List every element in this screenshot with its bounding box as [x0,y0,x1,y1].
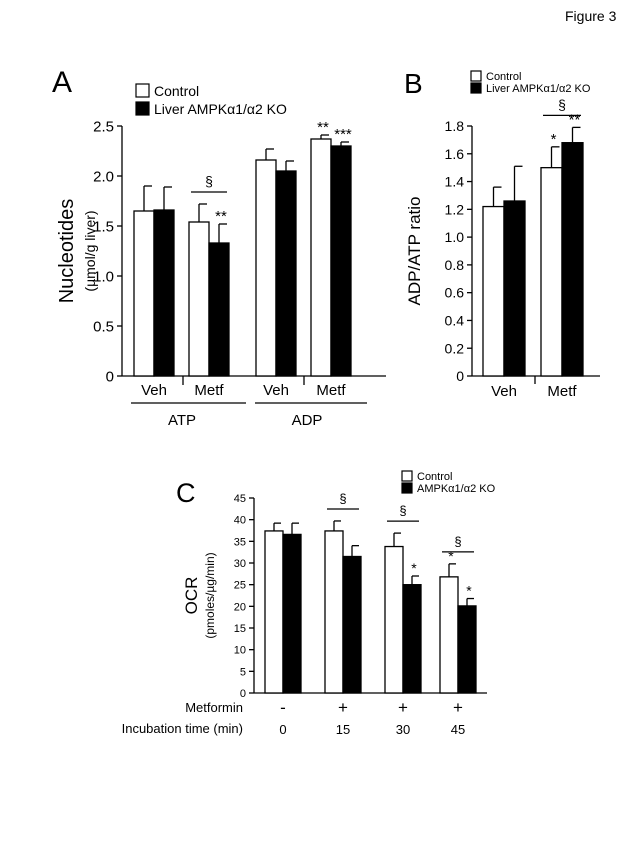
y-tick-label: 45 [234,493,246,505]
metabolite-label: ATP [168,412,196,429]
bar-control [482,205,505,377]
legend-label-control: Control [417,471,452,483]
y-axis-label: OCR [182,577,201,615]
legend-swatch-ko [470,82,482,94]
bar-ko [503,200,526,377]
y-tick-label: 10 [234,645,246,657]
y-tick-label: 1.8 [445,118,465,134]
y-tick-label: 0 [106,368,114,385]
panel-b-letter: B [404,68,423,99]
y-tick-label: 0 [240,688,246,700]
bar-ko [402,584,422,694]
bar-ko [330,145,352,377]
y-tick-label: 2.0 [93,168,114,185]
significance-star: * [448,548,454,564]
y-tick-label: 20 [234,601,246,613]
bar-ko [153,209,175,377]
incubation-time-value: 15 [336,722,350,737]
incubation-time-value: 30 [396,722,410,737]
x-group-label: Metf [194,382,224,399]
bar-ko [561,142,584,377]
y-tick-label: 0.8 [445,257,465,273]
significance-star: *** [334,126,352,143]
legend-label-ko: Liver AMPKα1/α2 KO [486,83,591,95]
y-tick-label: 30 [234,558,246,570]
significance-symbol: § [205,173,213,189]
y-tick-label: 0.6 [445,285,465,301]
bar-ko [282,533,302,694]
significance-symbol: § [454,534,461,549]
metformin-sign: + [338,698,348,717]
y-tick-label: 15 [234,623,246,635]
y-tick-label: 1.0 [445,229,465,245]
figure-title: Figure 3 [565,8,617,24]
legend-swatch-control [470,70,482,82]
y-tick-label: 35 [234,536,246,548]
bar-control [133,210,155,377]
metformin-row-label: Metformin [185,700,243,715]
y-tick-label: 1.5 [93,218,114,235]
incubation-time-value: 45 [451,722,465,737]
legend-label-control: Control [154,83,199,99]
metformin-sign: + [453,698,463,717]
panel-c-letter: C [176,478,196,508]
x-group-label: Veh [491,383,517,400]
significance-star: * [411,560,417,576]
x-group-label: Veh [263,382,289,399]
y-tick-label: 1.0 [93,268,114,285]
bar-control [188,221,210,377]
bar-control [255,159,277,377]
metabolite-label: ADP [292,412,323,429]
y-tick-label: 0.5 [93,318,114,335]
x-group-label: Metf [316,382,346,399]
y-tick-label: 40 [234,515,246,527]
x-group-label: Veh [141,382,167,399]
bar-control [324,530,344,694]
y-tick-label: 5 [240,666,246,678]
legend-swatch-control [401,470,413,482]
y-axis-label: Nucleotides [56,199,78,304]
significance-star: ** [215,208,227,225]
panel-a-letter: A [52,66,73,99]
y-tick-label: 2.5 [93,118,114,135]
significance-star: * [551,131,557,148]
bar-ko [275,170,297,377]
bar-control [439,576,459,694]
bar-ko [457,605,477,694]
legend-swatch-ko [135,101,150,116]
significance-star: ** [569,111,581,128]
metformin-sign: - [280,698,286,717]
legend-label-ko: AMPKα1/α2 KO [417,483,496,495]
bar-control [540,167,563,377]
y-tick-label: 1.2 [445,201,465,217]
y-axis-unit: (pmoles/µg/min) [203,552,217,638]
y-axis-label: ADP/ATP ratio [405,197,424,306]
significance-symbol: § [399,503,406,518]
legend-label-control: Control [486,71,521,83]
bar-control [264,530,284,694]
bar-control [384,545,404,694]
legend-label-ko: Liver AMPKα1/α2 KO [154,101,287,117]
y-tick-label: 1.6 [445,146,465,162]
y-tick-label: 1.4 [445,174,465,190]
legend-swatch-ko [401,482,413,494]
y-tick-label: 25 [234,580,246,592]
y-tick-label: 0.2 [445,340,465,356]
y-tick-label: 0 [456,368,464,384]
incubation-row-label: Incubation time (min) [122,721,243,736]
metformin-sign: + [398,698,408,717]
significance-symbol: § [558,96,566,112]
bar-ko [208,242,230,377]
significance-star: * [466,583,472,599]
bar-control [310,138,332,377]
significance-symbol: § [339,491,346,506]
incubation-time-value: 0 [279,722,286,737]
y-axis-unit: (µmol/g liver) [82,210,98,291]
x-group-label: Metf [547,383,577,400]
bar-ko [342,555,362,694]
y-tick-label: 0.4 [445,312,465,328]
significance-star: ** [317,119,329,136]
legend-swatch-control [135,83,150,98]
